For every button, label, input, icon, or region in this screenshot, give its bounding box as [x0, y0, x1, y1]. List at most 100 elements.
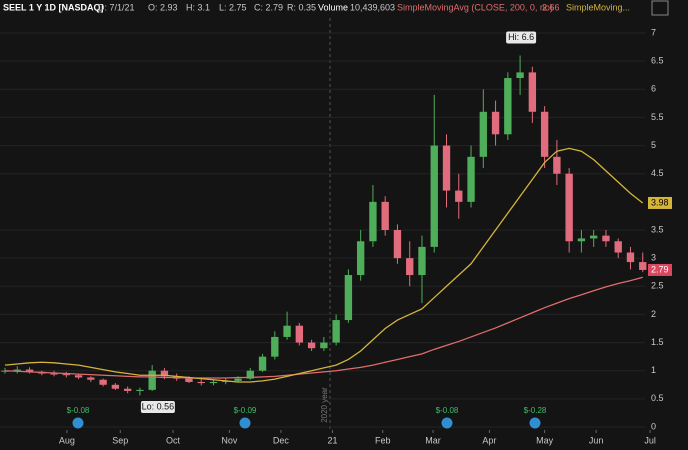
y-tick-label: 5.5 — [651, 112, 664, 122]
candle-body — [123, 388, 132, 391]
candle-body — [295, 325, 304, 343]
x-tick-label: Sep — [112, 435, 128, 445]
y-tick-label: 7 — [651, 27, 656, 37]
earnings-label: $-0.09 — [234, 406, 257, 415]
candle-body — [565, 173, 573, 242]
moving-average-line — [4, 147, 644, 383]
candle-body — [577, 238, 586, 242]
x-tick-label: Aug — [59, 435, 75, 445]
x-tick-label: Feb — [375, 435, 391, 445]
candle-body — [332, 320, 340, 343]
candle-body — [540, 111, 549, 157]
volume-value: 10,439,603 — [350, 2, 395, 12]
candle-body — [185, 378, 193, 382]
candle-body — [74, 375, 83, 378]
x-tick-label: Apr — [482, 435, 496, 445]
earnings-icon — [441, 417, 453, 429]
candle-body — [393, 230, 402, 259]
legend-value: 2.66 — [542, 2, 560, 12]
candle-body — [160, 370, 169, 377]
candle-body — [406, 258, 414, 276]
y-tick-label: 5 — [651, 140, 656, 150]
y-tick-label: 6 — [651, 84, 656, 94]
candle-body — [516, 72, 524, 79]
candle-body — [25, 369, 34, 372]
symbol: SEEL 1 Y 1D [NASDAQ] — [3, 2, 104, 12]
header-high: H: 3.1 — [186, 2, 210, 12]
x-tick-label: Jul — [644, 435, 656, 445]
header-close: C: 2.79 — [254, 2, 283, 12]
candle-body — [369, 201, 377, 242]
candle-body — [528, 72, 537, 112]
candle-body — [136, 389, 144, 391]
candle-body — [479, 111, 487, 157]
candle-body — [283, 325, 291, 337]
candle-body — [111, 384, 120, 389]
earnings-label: $-0.08 — [67, 406, 90, 415]
candle-body — [320, 342, 328, 349]
y-tick-label: 2.5 — [651, 281, 664, 291]
candle-body — [504, 78, 512, 135]
legend-label: SimpleMoving... — [566, 2, 630, 12]
annotation: Hi: 6.6 — [508, 32, 534, 42]
annotation-box — [140, 401, 175, 413]
moving-average-line — [4, 276, 643, 379]
candle-body — [62, 374, 70, 376]
earnings-icon — [529, 417, 541, 429]
earnings-icon — [239, 417, 251, 429]
y-tick-label: 0.5 — [651, 393, 664, 403]
volume-label: Volume — [318, 2, 348, 12]
price-box — [648, 196, 672, 209]
candle-body — [209, 381, 218, 384]
candle-body — [258, 356, 267, 371]
header-range: R: 0.35 — [287, 2, 316, 12]
y-tick-label: 3.5 — [651, 224, 664, 234]
candle-body — [381, 201, 389, 230]
candle-body — [99, 379, 107, 385]
candle-body — [50, 373, 58, 375]
candle-body — [148, 370, 156, 390]
candle-body — [626, 252, 635, 263]
x-tick-label: Mar — [425, 435, 441, 445]
header-open: O: 2.93 — [148, 2, 178, 12]
y-tick-label: 4.5 — [651, 168, 664, 178]
candle-body — [553, 156, 561, 174]
y-tick-label: 1 — [651, 365, 656, 375]
price-box — [648, 263, 672, 276]
y-tick-label: 2 — [651, 309, 656, 319]
candle-body — [455, 190, 463, 202]
annotation-box — [506, 31, 537, 44]
candle-body — [307, 342, 316, 349]
candle-body — [87, 377, 95, 380]
legend-label: SimpleMovingAvg (CLOSE, 200, 0, no) — [397, 2, 553, 12]
candle-body — [234, 378, 242, 381]
earnings-icon — [72, 417, 84, 429]
candle-body — [418, 246, 426, 276]
candle-body — [491, 111, 500, 135]
candle-body — [614, 241, 622, 253]
candle-body — [13, 369, 21, 371]
price-box-label: 3.98 — [651, 197, 669, 207]
x-tick-label: Nov — [221, 435, 238, 445]
candle-body — [467, 156, 475, 202]
candle-body — [590, 235, 598, 239]
candle-body — [246, 370, 254, 379]
header-date: D: 7/1/21 — [98, 2, 135, 12]
candle-body — [442, 145, 451, 191]
y-tick-label: 1.5 — [651, 337, 664, 347]
y-tick-label: 6.5 — [651, 56, 664, 66]
candle-body — [271, 336, 279, 357]
candle-body — [344, 275, 353, 321]
x-tick-label: May — [536, 435, 554, 445]
candle-body — [197, 381, 205, 384]
x-tick-label: Dec — [273, 435, 290, 445]
earnings-label: $-0.28 — [524, 406, 547, 415]
year-label: 2020 year — [320, 387, 329, 423]
settings-icon[interactable] — [651, 0, 669, 16]
x-tick-label: 21 — [327, 435, 337, 445]
x-tick-label: Oct — [166, 435, 181, 445]
price-box-label: 2.79 — [651, 264, 669, 274]
candle-body — [430, 145, 438, 247]
header-low: L: 2.75 — [219, 2, 247, 12]
